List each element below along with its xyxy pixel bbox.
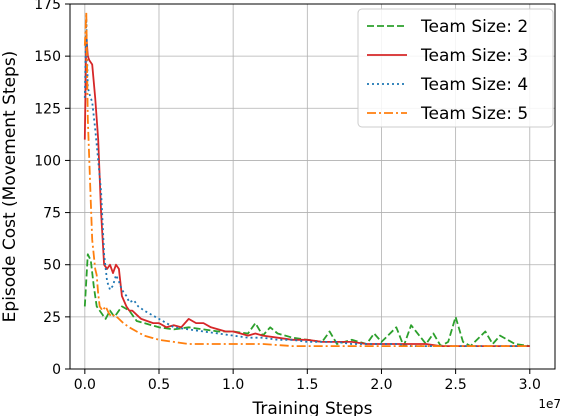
y-tick-label: 75 (43, 206, 61, 222)
y-tick-label: 50 (43, 258, 61, 274)
series-line-3 (83, 17, 530, 348)
legend-frame (357, 8, 554, 128)
x-axis-offset-label: 1e7 (538, 397, 561, 411)
y-tick-label: 150 (34, 49, 61, 65)
x-tick-label: 1.0 (222, 377, 244, 393)
legend-label-1: Team Size: 2 (420, 17, 528, 37)
plot-frame (69, 3, 556, 370)
legend-label-3: Team Size: 4 (420, 75, 528, 95)
y-tick-label: 175 (34, 0, 61, 13)
x-tick-label: 2.0 (370, 377, 392, 393)
legend: Team Size: 2 Team Size: 3 Team Size: 4 Team… (357, 8, 554, 128)
series-line-4 (83, 11, 530, 348)
axis-ticks: 0.0 0.5 1.0 1.5 2.0 2.5 3.0 0 25 50 75 100 125 150 175 (34, 0, 541, 393)
y-axis-title: Episode Cost (Movement Steps) (0, 51, 20, 323)
x-tick-label: 0.5 (148, 377, 170, 393)
y-tick-label: 0 (52, 362, 61, 378)
series-lines (83, 11, 530, 348)
legend-label-4: Team Size: 5 (420, 104, 528, 124)
y-tick-label: 125 (34, 101, 61, 117)
x-tick-label: 2.5 (444, 377, 466, 393)
x-tick-label: 1.5 (296, 377, 318, 393)
legend-label-2: Team Size: 3 (420, 46, 528, 66)
series-line-1 (83, 253, 530, 348)
x-tick-label: 0.0 (74, 377, 96, 393)
y-tick-label: 100 (34, 153, 61, 169)
x-axis-title: Training Steps (251, 399, 372, 416)
x-tick-label: 3.0 (519, 377, 541, 393)
y-tick-label: 25 (43, 310, 61, 326)
